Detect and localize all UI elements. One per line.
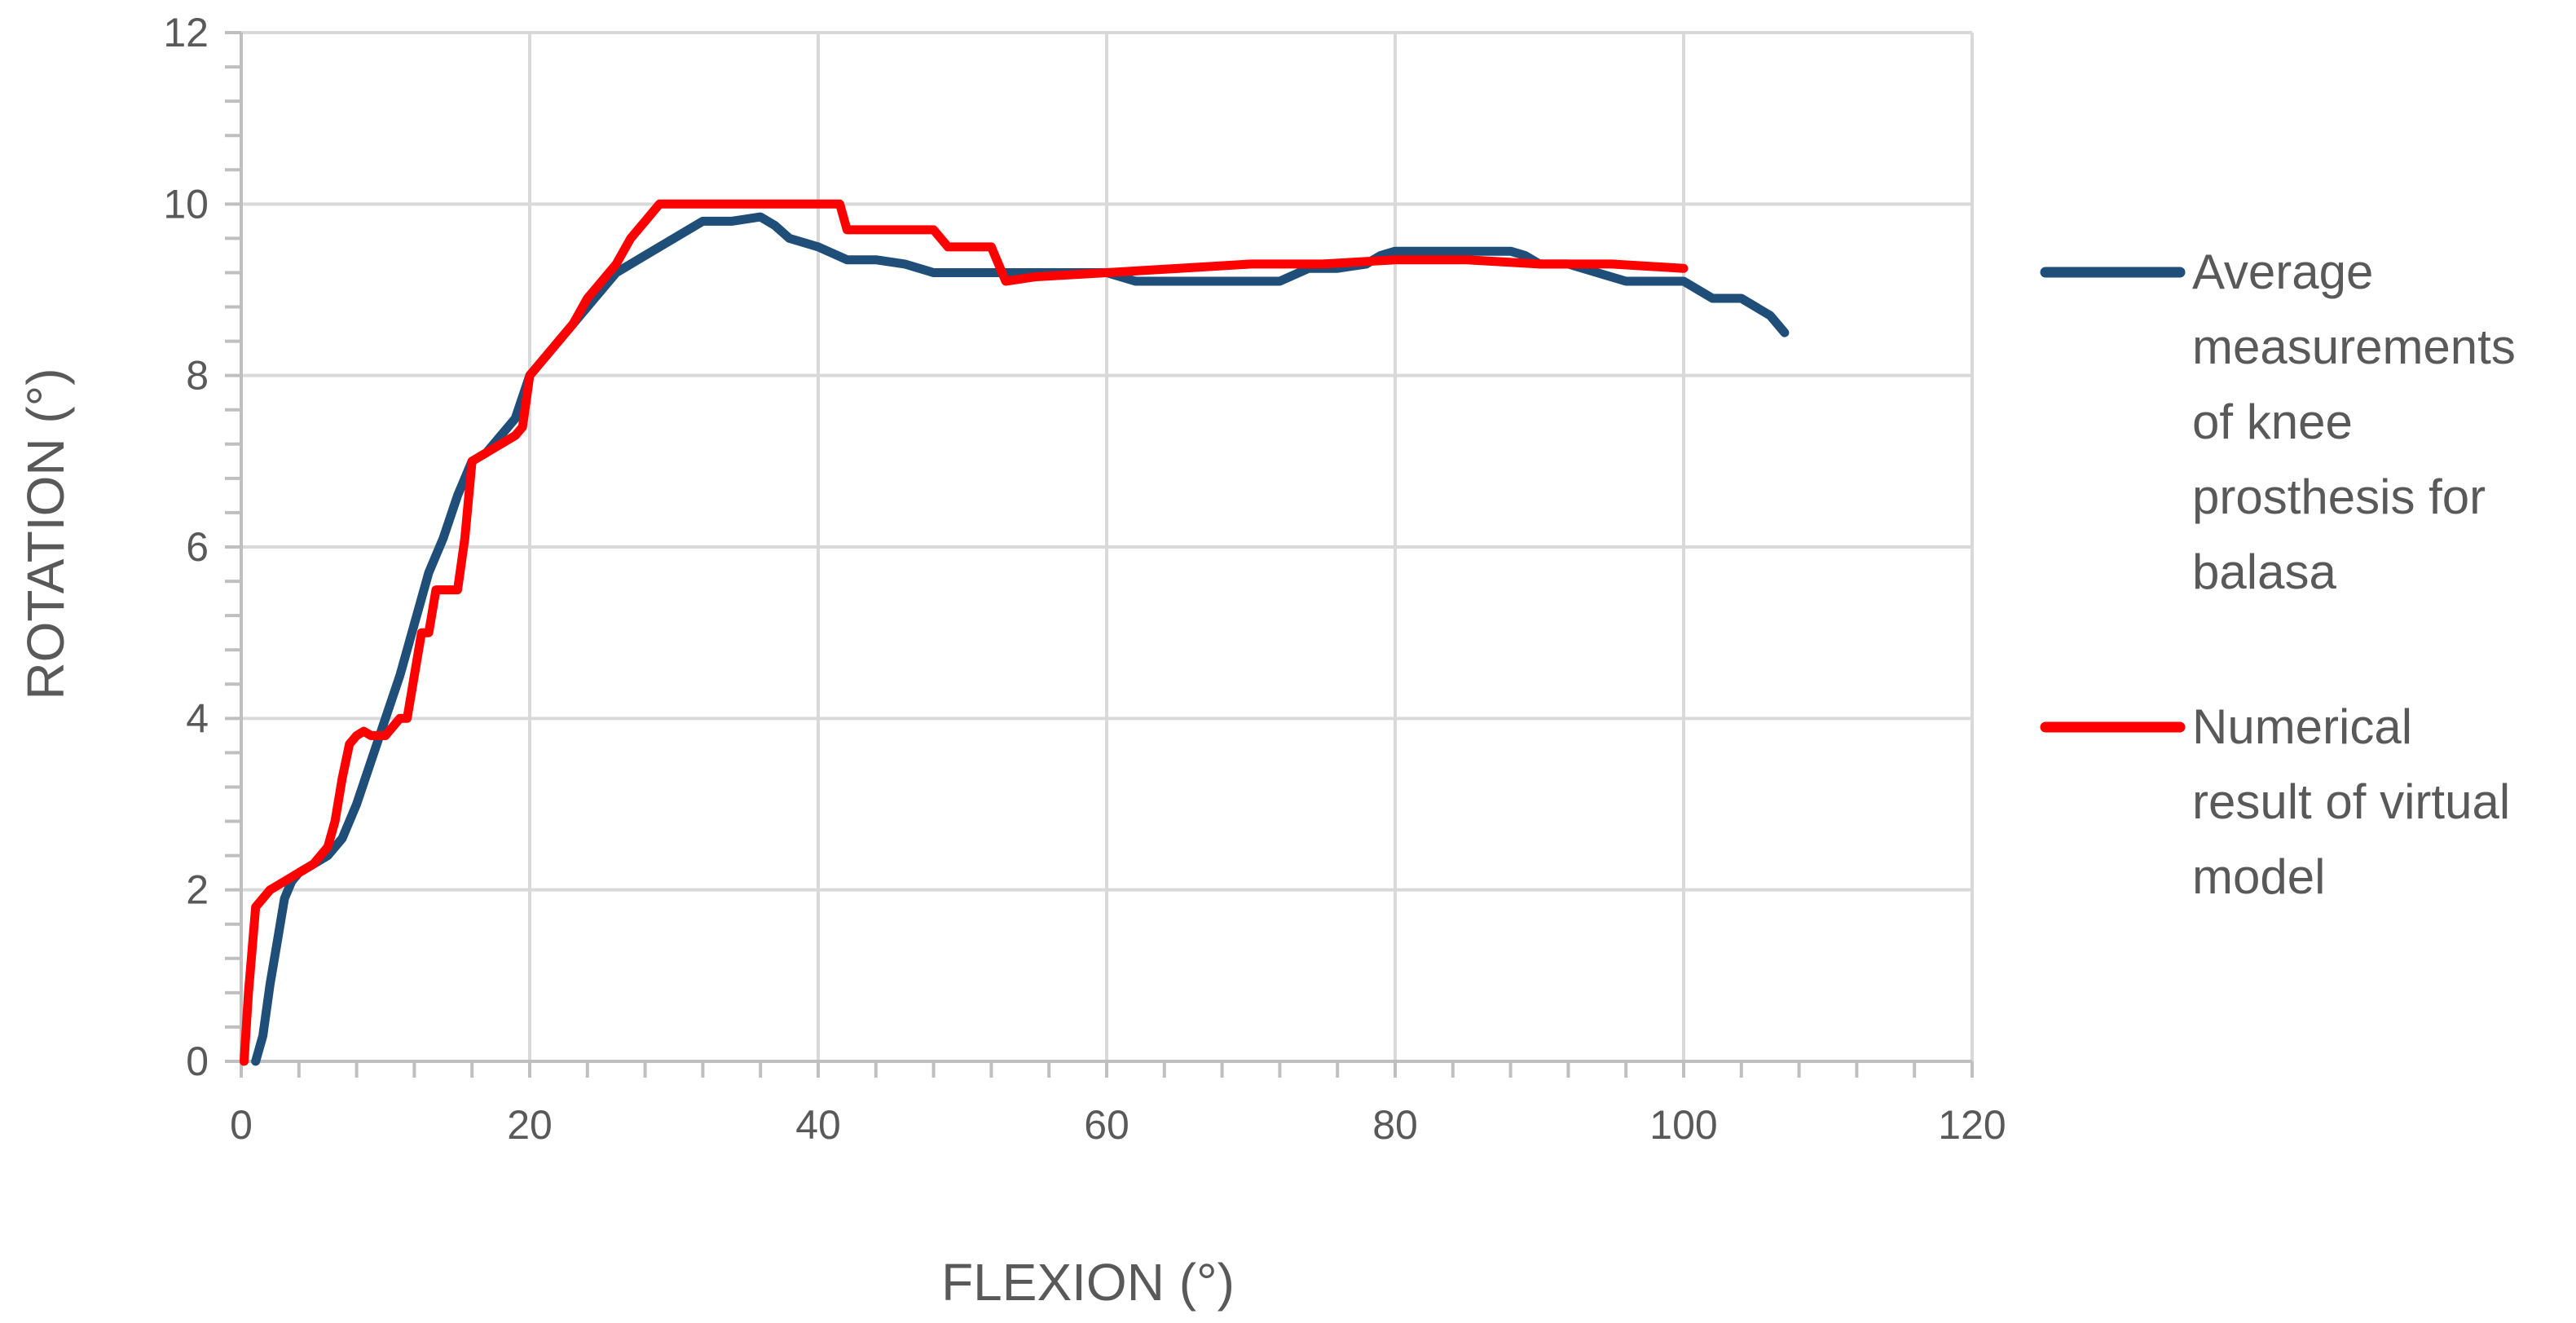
legend-label-line: Average xyxy=(2192,245,2373,299)
legend: Average measurements of knee prosthesis for… xyxy=(2040,245,2516,904)
y-tick-label: 12 xyxy=(163,10,209,55)
x-tick-label: 80 xyxy=(1372,1102,1418,1148)
series-line-1 xyxy=(251,212,1790,1066)
y-tick-label: 6 xyxy=(186,524,209,570)
x-tick-label: 120 xyxy=(1938,1102,2006,1148)
y-axis-title: ROTATION (°) xyxy=(16,368,75,699)
x-tick-label: 0 xyxy=(230,1102,253,1148)
y-tick-label: 8 xyxy=(186,353,209,399)
y-tick-label: 2 xyxy=(186,867,209,913)
series-lines xyxy=(240,199,1790,1066)
series-line-2 xyxy=(240,199,1689,1066)
y-tick-label: 4 xyxy=(186,695,209,741)
legend-label-line: of knee xyxy=(2192,395,2353,449)
legend-label-line: result of virtual xyxy=(2192,774,2510,829)
axes xyxy=(225,31,1974,1078)
x-tick-label: 20 xyxy=(507,1102,553,1148)
y-tick-label: 0 xyxy=(186,1039,209,1084)
y-tick-label: 10 xyxy=(163,181,209,227)
legend-label-2: Numerical result of virtual model xyxy=(2192,699,2510,904)
legend-label-line: balasa xyxy=(2192,545,2336,599)
legend-label-line: model xyxy=(2192,849,2325,904)
legend-label-line: measurements xyxy=(2192,320,2516,374)
legend-label-line: Numerical xyxy=(2192,699,2412,754)
gridlines xyxy=(240,31,1974,1063)
x-tick-label: 60 xyxy=(1084,1102,1129,1148)
x-tick-label: 40 xyxy=(795,1102,841,1148)
x-axis-title: FLEXION (°) xyxy=(941,1253,1235,1312)
x-tick-label: 100 xyxy=(1649,1102,1717,1148)
legend-label-line: prosthesis for xyxy=(2192,470,2486,524)
legend-label-1: Average measurements of knee prosthesis for… xyxy=(2192,245,2516,599)
